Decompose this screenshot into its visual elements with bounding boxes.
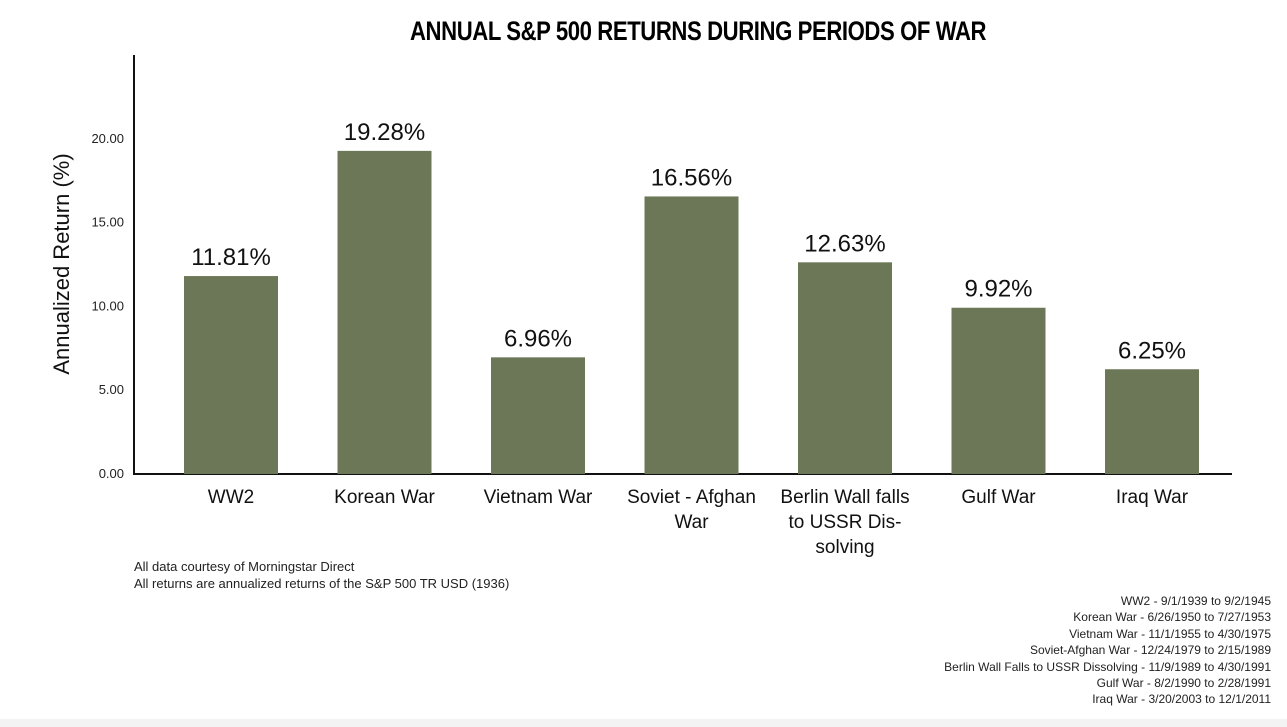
bar xyxy=(798,262,892,474)
period-line: Soviet-Afghan War - 12/24/1979 to 2/15/1… xyxy=(1029,643,1271,658)
category-label: Gulf War xyxy=(961,487,1036,508)
data-label: 19.28% xyxy=(344,119,425,146)
period-line: WW2 - 9/1/1939 to 9/2/1945 xyxy=(1120,594,1271,608)
bar xyxy=(951,307,1046,474)
category-label: Iraq War xyxy=(1116,487,1189,508)
category-label: Vietnam War xyxy=(484,487,593,508)
period-line: Vietnam War - 11/1/1955 to 4/30/1975 xyxy=(1069,626,1271,641)
bars xyxy=(184,150,1199,475)
data-labels: 11.81% 19.28% 6.96% 16.56% 12.63% 9.92% 6.25% xyxy=(191,119,1186,364)
y-tick-label: 5.00 xyxy=(99,382,124,397)
war-periods-list: WW2 - 9/1/1939 to 9/2/1945 Korean War - … xyxy=(944,593,1271,708)
data-label: 16.56% xyxy=(651,164,732,191)
bar-chart: ANNUAL S&P 500 RETURNS DURING PERIODS OF… xyxy=(49,17,1232,558)
period-line: Iraq War - 3/20/2003 to 12/1/2011 xyxy=(1092,692,1271,707)
y-tick-label: 0.00 xyxy=(99,466,124,481)
bar xyxy=(184,276,278,474)
y-tick-label: 15.00 xyxy=(91,215,124,230)
y-tick-label: 20.00 xyxy=(91,131,124,146)
source-notes: All data courtesy of Morningstar Direct … xyxy=(134,558,509,592)
note-line: All data courtesy of Morningstar Direct xyxy=(134,559,355,574)
data-label: 6.96% xyxy=(504,325,572,352)
data-label: 12.63% xyxy=(804,230,885,257)
period-line: Korean War - 6/26/1950 to 7/27/1953 xyxy=(1073,610,1271,625)
bottom-strip xyxy=(0,719,1287,727)
category-label: Berlin Wall falls to USSR Dis-solving xyxy=(780,487,909,558)
chart-title: ANNUAL S&P 500 RETURNS DURING PERIODS OF… xyxy=(410,17,987,47)
data-label: 11.81% xyxy=(191,244,271,271)
y-axis-label: Annualized Return (%) xyxy=(49,153,74,374)
period-line: Berlin Wall Falls to USSR Dissolving - 1… xyxy=(944,659,1271,674)
bar xyxy=(644,196,739,474)
bar xyxy=(491,357,585,474)
category-label: Soviet - Afghan War xyxy=(627,487,756,533)
category-label: WW2 xyxy=(208,487,254,508)
bar xyxy=(337,150,432,475)
bar xyxy=(1105,369,1199,474)
category-label: Korean War xyxy=(334,487,435,508)
data-label: 9.92% xyxy=(964,276,1032,303)
category-labels: WW2 Korean War Vietnam War Soviet - Afghan W… xyxy=(208,487,1189,558)
y-ticks: 0.00 5.00 10.00 15.00 20.00 xyxy=(91,131,124,481)
period-line: Gulf War - 8/2/1990 to 2/28/1991 xyxy=(1096,676,1271,691)
note-line: All returns are annualized returns of th… xyxy=(134,576,510,591)
data-label: 6.25% xyxy=(1118,337,1186,364)
y-tick-label: 10.00 xyxy=(91,298,124,313)
